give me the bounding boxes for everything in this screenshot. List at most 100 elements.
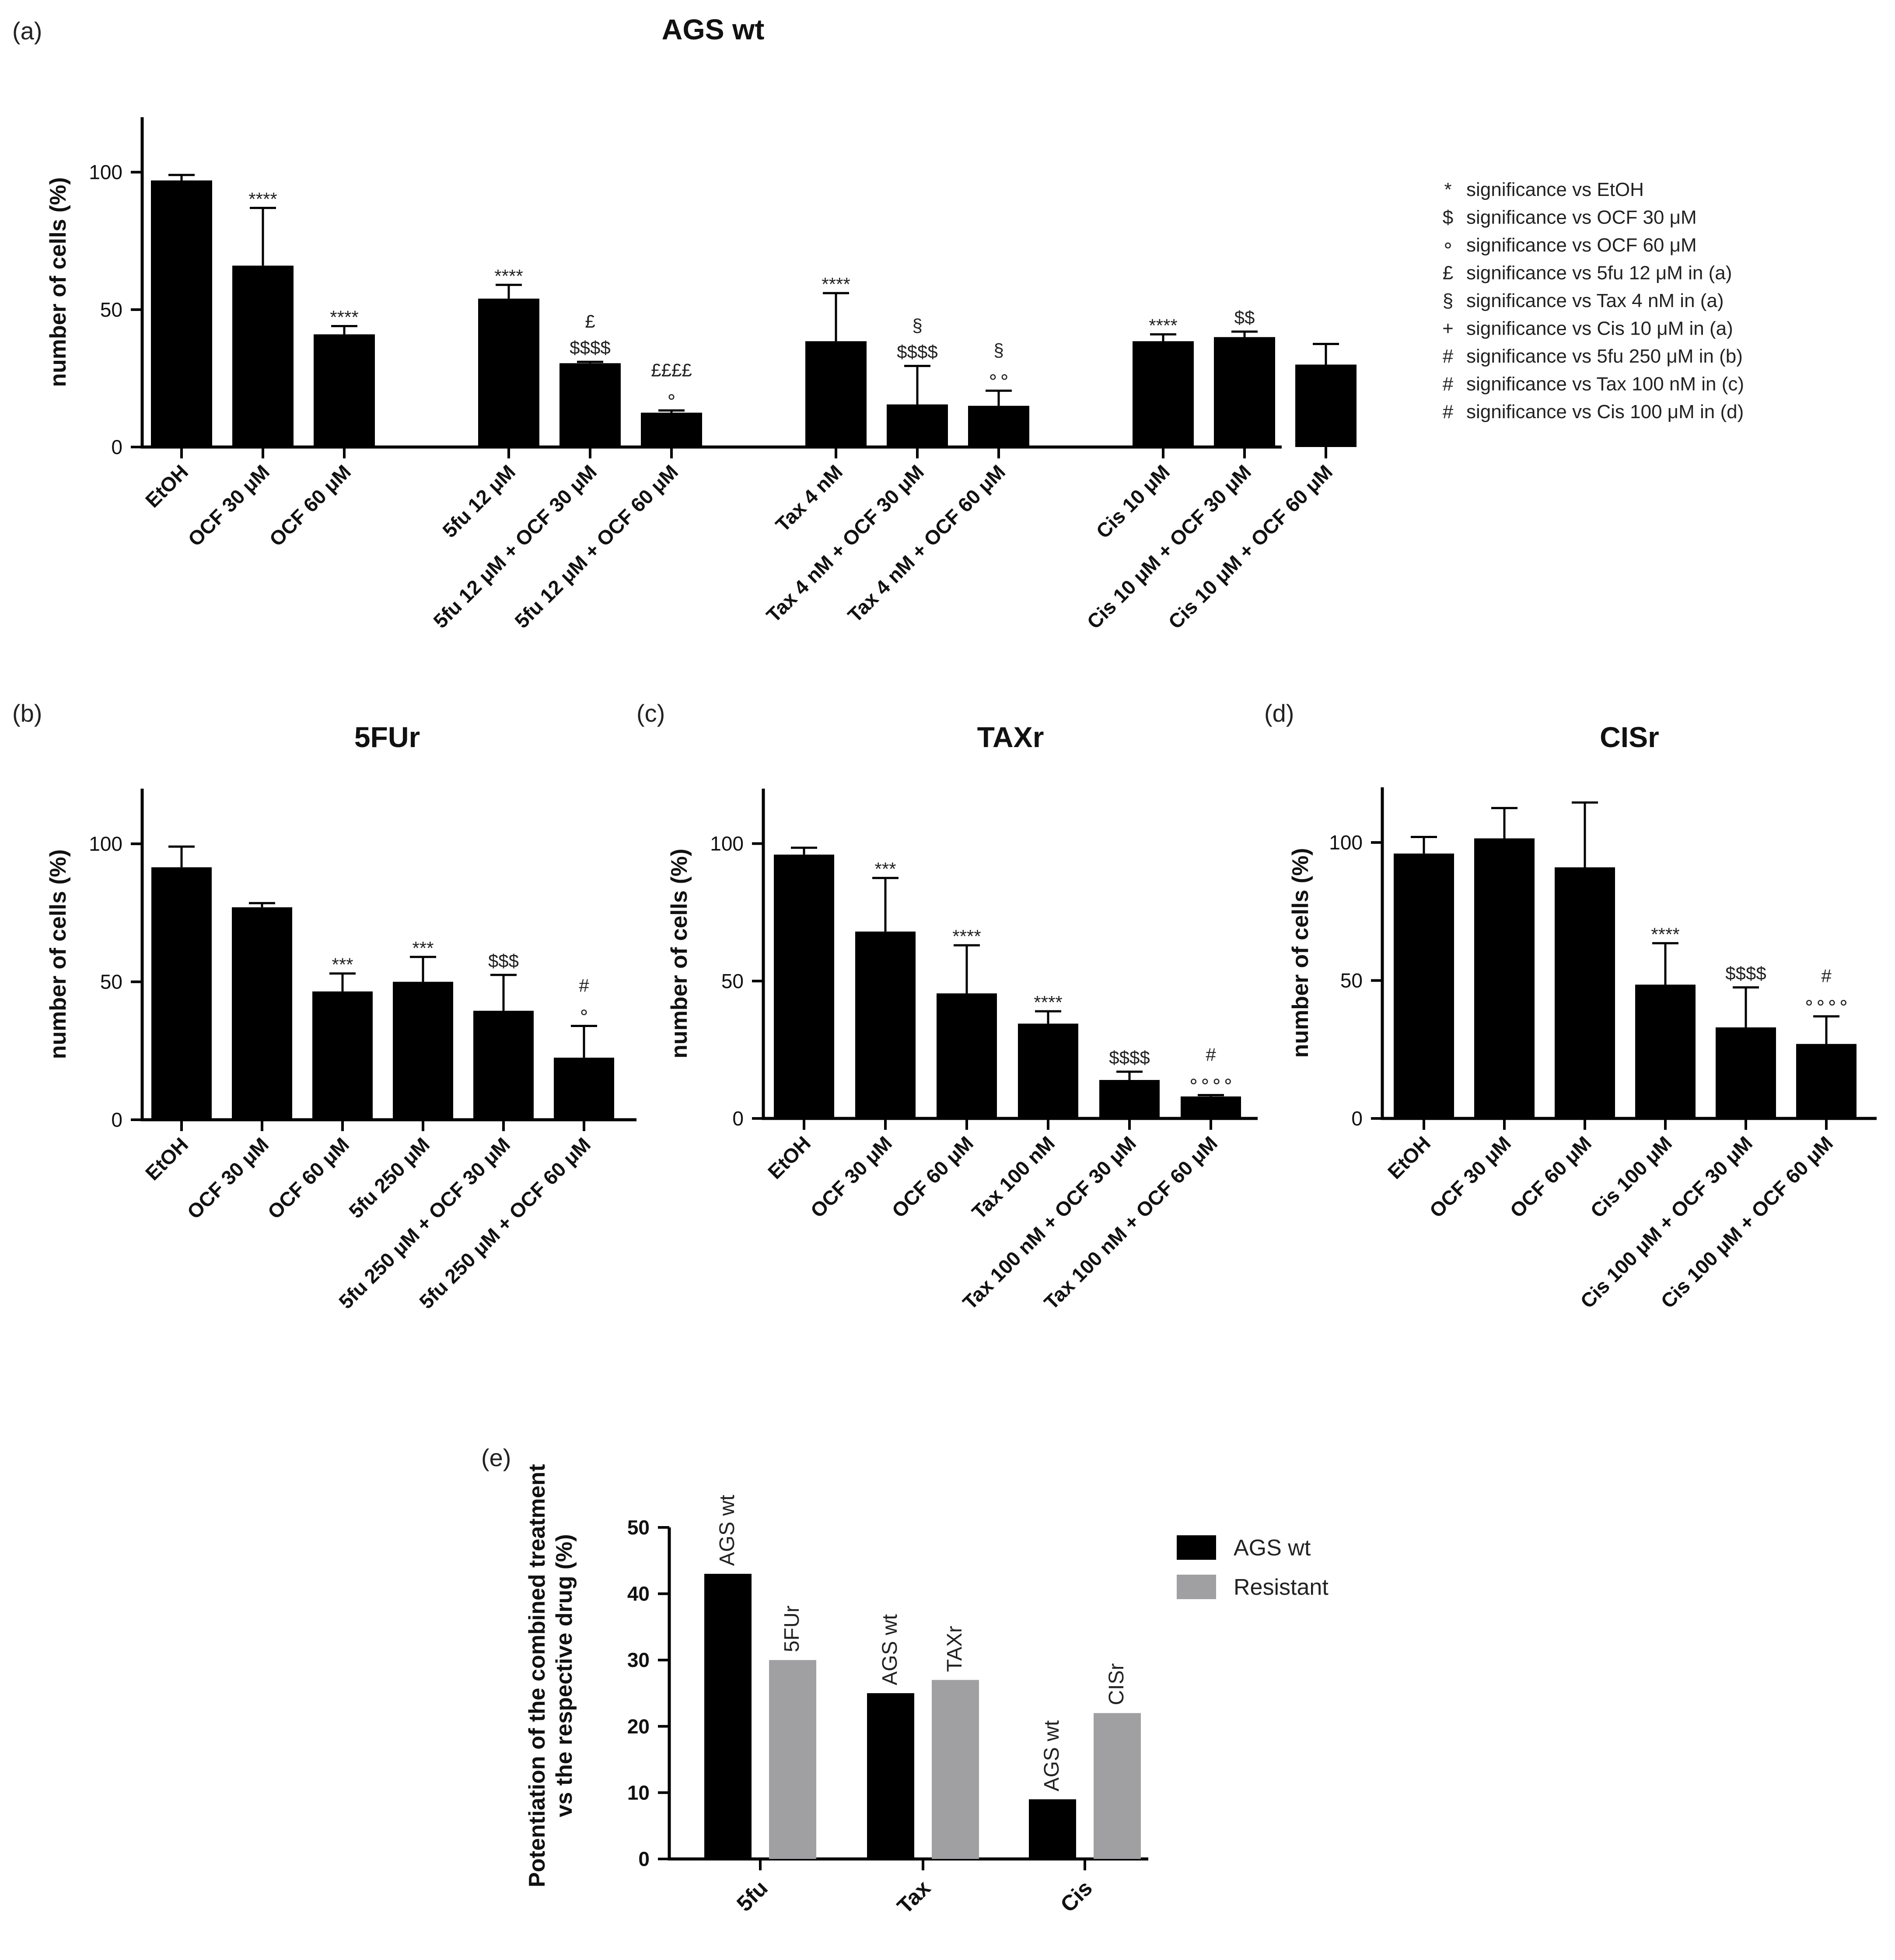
bar (932, 1680, 979, 1859)
significance-marker: **** (952, 926, 981, 947)
bar (232, 266, 294, 447)
bar (968, 405, 1029, 447)
x-tick-label: 5fu 12 μM + OCF 60 μM (510, 460, 682, 632)
y-tick-label: 100 (89, 832, 122, 855)
significance-marker: $$$$ (570, 337, 610, 358)
x-tick-label: Cis 10 μM + OCF 30 μM (1082, 460, 1255, 633)
legend-symbol: ∘ (1442, 234, 1454, 256)
y-tick-label: 0 (732, 1107, 744, 1130)
x-tick-label: Tax 4 nM + OCF 60 μM (843, 460, 1010, 627)
bar (1094, 1713, 1141, 1859)
x-tick-label: Cis 10 μM (1091, 460, 1174, 543)
bar (559, 363, 621, 447)
chart-title: 5FUr (354, 721, 420, 753)
y-axis-label: number of cells (%) (45, 177, 71, 387)
y-tick-label: 0 (1351, 1107, 1363, 1130)
bar (314, 334, 375, 447)
y-tick-label: 50 (100, 971, 122, 993)
y-axis-label: number of cells (%) (667, 849, 692, 1059)
y-tick-label: 100 (710, 832, 744, 855)
x-tick-label: OCF 60 μM (265, 460, 355, 551)
x-tick-label: 5fu 12 μM (438, 460, 520, 542)
bar (1133, 341, 1194, 447)
legend-symbol: # (1443, 401, 1454, 423)
legend-symbol: # (1443, 374, 1454, 395)
significance-marker: ∘ (666, 386, 677, 406)
x-tick-label: 5fu 250 μM + OCF 60 μM (415, 1133, 595, 1313)
y-tick-label: 0 (111, 1108, 122, 1131)
chart-panel-c: (c) TAXr 0 50 100 number of cells (%) EtOH *** O… (636, 699, 1258, 1314)
significance-marker: ∘∘ (987, 366, 1010, 387)
bar (478, 298, 539, 447)
y-tick-label: 50 (627, 1516, 650, 1539)
legend-text: significance vs 5fu 250 μM in (b) (1466, 346, 1743, 367)
significance-marker: *** (412, 938, 434, 958)
y-axis-label-line1: Potentiation of the combined treatment (524, 1464, 550, 1887)
bar (1716, 1027, 1776, 1118)
x-tick-label: OCF 30 μM (806, 1132, 896, 1222)
significance-marker: § (912, 315, 922, 336)
x-tick-label: Cis 10 μM + OCF 60 μM (1164, 460, 1337, 633)
bar (867, 1693, 914, 1859)
y-tick-label: 50 (721, 970, 744, 992)
legend-symbol: # (1443, 346, 1454, 367)
bar (855, 931, 916, 1118)
bar (887, 404, 948, 447)
significance-marker: ∘ (578, 1002, 590, 1022)
bar-label: CISr (1105, 1663, 1128, 1705)
bar (554, 1058, 614, 1120)
panel-label: (c) (636, 699, 665, 727)
y-tick-label: 0 (638, 1848, 650, 1870)
legend-text: significance vs OCF 30 μM (1466, 207, 1697, 228)
x-tick-label: Tax 100 nM + OCF 30 μM (958, 1132, 1140, 1314)
panel-label: (b) (12, 699, 42, 727)
y-tick-label: 100 (1329, 831, 1363, 854)
x-tick-label: OCF 30 μM (183, 460, 274, 551)
y-tick-label: 20 (627, 1715, 650, 1738)
bar (805, 341, 867, 447)
x-tick-label: 5fu 250 μM (344, 1133, 434, 1223)
chart-title: TAXr (977, 721, 1044, 753)
x-tick-label: Tax 4 nM + OCF 30 μM (762, 460, 929, 627)
bar (774, 854, 834, 1118)
significance-marker: *** (332, 954, 353, 975)
bar (232, 907, 292, 1120)
legend-swatch (1177, 1535, 1216, 1560)
significance-marker: $$ (1234, 307, 1255, 328)
x-tick-label: OCF 30 μM (182, 1133, 273, 1223)
legend-entry: Resistant (1234, 1575, 1329, 1600)
significance-marker: $$$$ (1109, 1047, 1150, 1068)
x-tick-label: Cis 100 μM (1586, 1132, 1676, 1222)
legend-text: significance vs Tax 100 nM in (c) (1466, 374, 1744, 395)
y-tick-label: 50 (100, 298, 122, 321)
x-tick-label: 5fu 250 μM + OCF 30 μM (334, 1133, 514, 1313)
bar-label: AGS wt (1040, 1720, 1063, 1792)
y-axis-label: number of cells (%) (45, 849, 71, 1059)
bar (769, 1660, 816, 1859)
significance-marker: ∘∘∘∘ (1188, 1071, 1234, 1091)
x-tick-label: Cis 100 μM + OCF 60 μM (1656, 1132, 1837, 1313)
significance-marker: **** (822, 274, 850, 294)
significance-marker: **** (330, 307, 358, 328)
bar (1635, 985, 1696, 1118)
bar (393, 982, 453, 1120)
significance-marker: **** (1149, 315, 1177, 335)
significance-marker: £ (585, 311, 595, 332)
x-tick-label: OCF 60 μM (887, 1132, 978, 1222)
panel-label: (a) (12, 17, 42, 45)
x-tick-label: EtOH (141, 460, 192, 512)
x-tick-label: 5fu 12 μM + OCF 30 μM (429, 460, 601, 632)
bar-label: TAXr (943, 1626, 966, 1672)
bar-label: 5FUr (780, 1606, 804, 1653)
bar-label: AGS wt (878, 1614, 902, 1685)
legend-symbol: + (1442, 318, 1454, 339)
legend-text: significance vs 5fu 12 μM in (a) (1466, 262, 1732, 284)
significance-marker: **** (1034, 992, 1062, 1013)
bar (1214, 337, 1275, 447)
significance-marker: **** (248, 189, 277, 209)
panel-label: (e) (481, 1444, 511, 1471)
bar (1099, 1080, 1160, 1118)
x-tick-label: OCF 60 μM (1505, 1132, 1596, 1222)
